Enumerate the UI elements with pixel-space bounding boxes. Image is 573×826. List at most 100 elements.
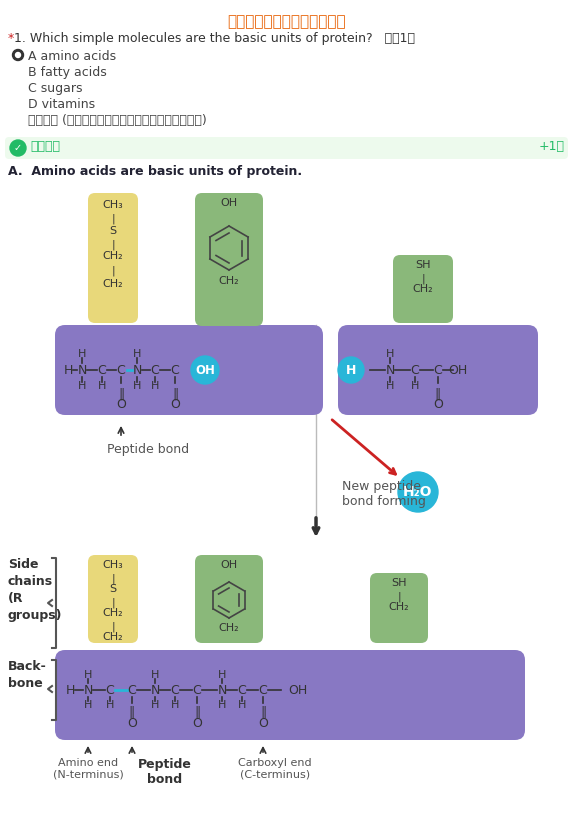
Text: Carboxyl end
(C-terminus): Carboxyl end (C-terminus) [238,758,312,780]
Text: New peptide
bond forming: New peptide bond forming [342,480,426,508]
Text: |: | [111,266,115,277]
Text: H: H [84,700,92,710]
Text: CH₂: CH₂ [103,251,123,261]
Text: 本题不会 (为保证测评结果真实有效，请勿随机选择): 本题不会 (为保证测评结果真实有效，请勿随机选择) [28,114,207,127]
Text: C: C [411,363,419,377]
Text: OH: OH [288,683,307,696]
Text: O: O [192,717,202,730]
Text: H: H [386,349,394,359]
Text: C: C [117,363,125,377]
FancyBboxPatch shape [55,325,323,415]
Text: H: H [106,700,114,710]
Text: |: | [421,274,425,284]
Text: S: S [109,226,116,236]
Text: *: * [8,32,14,45]
FancyBboxPatch shape [195,193,263,326]
Text: |: | [111,597,115,607]
Text: OH: OH [449,363,468,377]
Text: O: O [116,398,126,411]
Text: ‖: ‖ [194,706,200,719]
Text: H₂O: H₂O [403,485,433,499]
FancyBboxPatch shape [5,137,568,159]
Text: Peptide bond: Peptide bond [107,443,189,456]
Circle shape [15,53,21,58]
Text: |: | [111,622,115,633]
Text: C: C [97,363,107,377]
Text: |: | [397,592,401,602]
Text: ‖: ‖ [435,387,441,400]
Text: Back-
bone: Back- bone [8,660,47,690]
Text: +1分: +1分 [539,140,565,153]
Text: O: O [258,717,268,730]
Text: C: C [238,683,246,696]
Text: O: O [127,717,137,730]
Text: 甄牛计划生物学测评题目解析: 甄牛计划生物学测评题目解析 [227,14,346,29]
Text: H: H [151,670,159,680]
Text: OH: OH [221,560,238,570]
Text: CH₂: CH₂ [413,284,433,294]
Text: ‖: ‖ [260,706,266,719]
FancyBboxPatch shape [338,325,538,415]
Text: H: H [133,381,141,391]
Text: ✓: ✓ [14,143,22,153]
Text: C: C [258,683,268,696]
Text: Amino end
(N-terminus): Amino end (N-terminus) [53,758,123,780]
Text: OH: OH [195,363,215,377]
FancyBboxPatch shape [370,573,428,643]
FancyBboxPatch shape [55,650,525,740]
Text: C: C [128,683,136,696]
Text: N: N [217,683,227,696]
Text: N: N [385,363,395,377]
Text: A amino acids: A amino acids [28,50,116,63]
Text: Side
chains
(R
groups): Side chains (R groups) [8,558,62,622]
Text: H: H [63,363,73,377]
Text: SH: SH [415,260,431,270]
Text: B fatty acids: B fatty acids [28,66,107,79]
Text: C: C [105,683,115,696]
Text: C: C [434,363,442,377]
Text: N: N [83,683,93,696]
Text: C: C [193,683,201,696]
Circle shape [13,50,23,60]
Text: H: H [65,683,74,696]
Text: S: S [109,584,116,594]
Text: CH₂: CH₂ [219,623,240,633]
Text: CH₃: CH₃ [103,200,123,210]
Text: C: C [151,363,159,377]
Text: |: | [111,239,115,249]
Text: N: N [77,363,87,377]
Circle shape [10,140,26,156]
Text: |: | [111,214,115,225]
Circle shape [398,472,438,512]
Text: H: H [84,670,92,680]
Text: ‖: ‖ [118,387,124,400]
Circle shape [191,356,219,384]
Text: H: H [78,381,86,391]
Text: H: H [151,700,159,710]
FancyBboxPatch shape [195,555,263,643]
Text: CH₂: CH₂ [103,279,123,289]
Text: N: N [132,363,142,377]
Text: H: H [98,381,106,391]
Text: O: O [433,398,443,411]
FancyBboxPatch shape [393,255,453,323]
Text: H: H [386,381,394,391]
Text: H: H [411,381,419,391]
Text: ‖: ‖ [172,387,178,400]
Text: H: H [171,700,179,710]
Text: H: H [133,349,141,359]
Text: H: H [218,700,226,710]
Text: CH₃: CH₃ [103,560,123,570]
Text: OH: OH [221,198,238,208]
Text: D vitamins: D vitamins [28,98,95,111]
Text: 回答正确: 回答正确 [30,140,60,153]
Text: SH: SH [391,578,407,588]
Text: H: H [346,363,356,377]
Text: H: H [238,700,246,710]
Text: Peptide
bond: Peptide bond [138,758,192,786]
Text: N: N [150,683,160,696]
Text: C sugars: C sugars [28,82,83,95]
Text: 1. Which simple molecules are the basic units of protein?   分值1分: 1. Which simple molecules are the basic … [14,32,415,45]
Text: C: C [171,683,179,696]
Circle shape [338,357,364,383]
